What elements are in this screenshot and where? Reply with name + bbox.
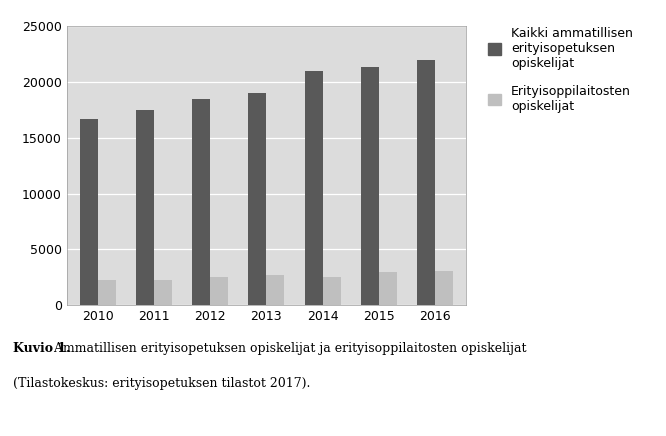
Legend: Kaikki ammatillisen
erityisopetuksen
opiskelijat, Erityisoppilaitosten
opiskelij: Kaikki ammatillisen erityisopetuksen opi…	[488, 27, 633, 113]
Bar	[323, 277, 341, 305]
Bar	[417, 60, 436, 305]
Bar	[79, 119, 97, 305]
Bar	[304, 71, 323, 305]
Bar	[154, 279, 172, 305]
Text: (Tilastokeskus: erityisopetuksen tilastot 2017).: (Tilastokeskus: erityisopetuksen tilasto…	[13, 377, 311, 390]
Bar	[379, 272, 397, 305]
Bar	[192, 99, 210, 305]
Bar	[436, 271, 454, 305]
Bar	[210, 277, 228, 305]
Bar	[248, 93, 266, 305]
Bar	[97, 279, 116, 305]
Text: Kuvio 1.: Kuvio 1.	[13, 342, 71, 355]
Bar	[266, 275, 284, 305]
Bar	[136, 110, 154, 305]
Text: Ammatillisen erityisopetuksen opiskelijat ja erityisoppilaitosten opiskelijat: Ammatillisen erityisopetuksen opiskelija…	[50, 342, 526, 355]
Bar	[361, 68, 379, 305]
